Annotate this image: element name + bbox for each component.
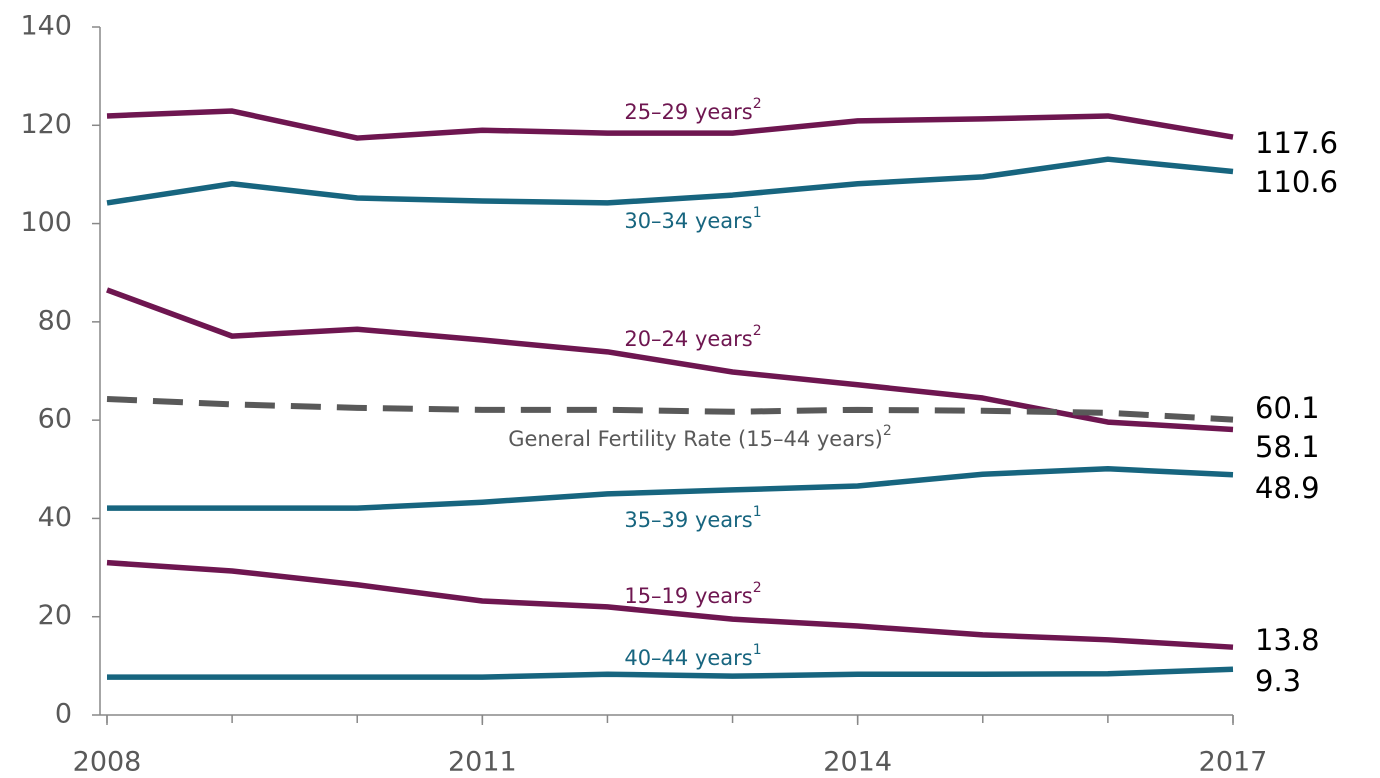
- series-line: [107, 666, 1234, 680]
- x-tick-label: 2011: [448, 747, 517, 778]
- y-tick-label: 60: [38, 404, 72, 435]
- series-line: [106, 156, 1234, 206]
- series-line: [106, 396, 1234, 423]
- series-name: 15–19 years: [624, 584, 752, 608]
- series-footnote: 2: [753, 96, 762, 112]
- series-footnote: 2: [883, 423, 892, 439]
- end-value-label: 13.8: [1255, 623, 1320, 657]
- series-name: 40–44 years: [624, 646, 752, 670]
- series-footnote: 1: [753, 205, 762, 221]
- series-name: 25–29 years: [624, 100, 752, 124]
- series-label: 30–34 years1: [624, 205, 761, 233]
- series-name: General Fertility Rate (15–44 years): [508, 427, 883, 451]
- end-value-label: 48.9: [1255, 471, 1320, 505]
- series-label: 15–19 years2: [624, 580, 761, 608]
- series-line: [107, 466, 1234, 511]
- series-line: [106, 559, 1234, 650]
- y-tick-label: 100: [20, 207, 72, 238]
- end-value-label: 117.6: [1255, 126, 1338, 160]
- y-tick-label: 120: [20, 109, 72, 140]
- series-footnote: 2: [753, 323, 762, 339]
- y-tick-label: 0: [55, 699, 72, 730]
- x-tick-label: 2017: [1199, 747, 1268, 778]
- end-value-label: 58.1: [1255, 430, 1320, 464]
- series-name: 35–39 years: [624, 508, 752, 532]
- series-footnote: 2: [753, 580, 762, 596]
- series-name: 20–24 years: [624, 327, 752, 351]
- series-name: 30–34 years: [624, 209, 752, 233]
- end-value-label: 110.6: [1255, 165, 1338, 199]
- series-line: [106, 108, 1234, 141]
- x-tick-label: 2014: [823, 747, 892, 778]
- series-footnote: 1: [753, 642, 762, 658]
- x-tick-label: 2008: [73, 747, 142, 778]
- series-footnote: 1: [753, 504, 762, 520]
- y-tick-label: 140: [20, 11, 72, 42]
- series-label: 20–24 years2: [624, 323, 761, 351]
- end-value-label: 60.1: [1255, 391, 1320, 425]
- series-label: 25–29 years2: [624, 96, 761, 124]
- y-tick-label: 40: [38, 502, 72, 533]
- y-tick-label: 20: [38, 600, 72, 631]
- series-label: 35–39 years1: [624, 504, 761, 532]
- end-value-label: 9.3: [1255, 664, 1301, 698]
- series-label: 40–44 years1: [624, 642, 761, 670]
- series-label: General Fertility Rate (15–44 years)2: [508, 423, 892, 451]
- y-tick-label: 80: [38, 305, 72, 336]
